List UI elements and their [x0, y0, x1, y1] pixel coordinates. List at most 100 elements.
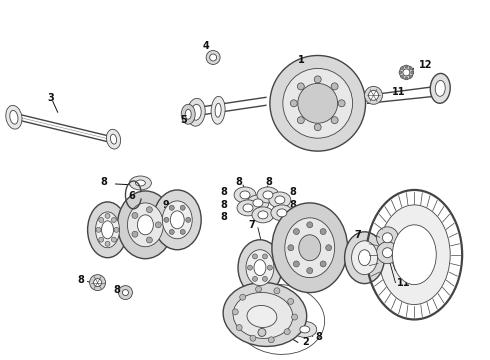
Text: 7: 7: [355, 230, 361, 240]
Ellipse shape: [162, 201, 192, 239]
Circle shape: [90, 275, 105, 291]
Circle shape: [320, 261, 326, 267]
Ellipse shape: [234, 187, 256, 203]
Text: 6: 6: [128, 191, 135, 201]
Text: 11: 11: [397, 278, 411, 288]
Text: 1: 1: [298, 55, 305, 66]
Circle shape: [297, 117, 304, 124]
Ellipse shape: [359, 250, 370, 266]
Circle shape: [206, 50, 220, 64]
Circle shape: [180, 205, 185, 210]
Circle shape: [326, 245, 332, 251]
Ellipse shape: [171, 211, 184, 229]
Text: 8: 8: [220, 187, 227, 197]
Ellipse shape: [383, 233, 392, 243]
Circle shape: [320, 229, 326, 234]
Text: 8: 8: [265, 177, 272, 187]
Ellipse shape: [285, 218, 335, 278]
Ellipse shape: [293, 321, 317, 337]
Circle shape: [105, 241, 110, 246]
Ellipse shape: [269, 192, 291, 208]
Ellipse shape: [253, 199, 263, 207]
Circle shape: [132, 212, 138, 219]
Circle shape: [268, 265, 272, 270]
Circle shape: [399, 71, 402, 74]
Circle shape: [401, 67, 404, 70]
Circle shape: [274, 288, 280, 294]
Text: 11: 11: [397, 267, 411, 276]
Circle shape: [147, 237, 152, 243]
Circle shape: [132, 231, 138, 237]
Circle shape: [263, 254, 268, 259]
Circle shape: [297, 83, 304, 90]
Ellipse shape: [243, 204, 253, 212]
Text: 8: 8: [235, 177, 242, 187]
Ellipse shape: [271, 205, 293, 221]
Ellipse shape: [430, 73, 450, 103]
Circle shape: [307, 222, 313, 228]
Ellipse shape: [352, 241, 377, 275]
Ellipse shape: [187, 98, 205, 126]
Circle shape: [105, 213, 110, 219]
Ellipse shape: [277, 209, 287, 217]
Text: 12: 12: [419, 60, 433, 71]
Circle shape: [403, 69, 410, 76]
Ellipse shape: [263, 191, 273, 199]
Circle shape: [314, 76, 321, 83]
Text: 5: 5: [180, 115, 187, 125]
Circle shape: [98, 237, 104, 242]
Circle shape: [122, 289, 128, 296]
Text: 8: 8: [316, 332, 322, 342]
Ellipse shape: [246, 250, 274, 285]
Ellipse shape: [383, 248, 392, 258]
Circle shape: [186, 217, 191, 222]
Text: 7: 7: [248, 220, 255, 230]
Circle shape: [252, 276, 257, 282]
Ellipse shape: [135, 180, 146, 186]
Ellipse shape: [257, 187, 279, 203]
Text: 2: 2: [302, 337, 309, 347]
Ellipse shape: [237, 200, 259, 216]
Ellipse shape: [368, 90, 378, 100]
Ellipse shape: [238, 240, 282, 296]
Ellipse shape: [223, 283, 307, 346]
Circle shape: [288, 245, 294, 251]
Circle shape: [111, 237, 116, 242]
Circle shape: [98, 217, 104, 222]
Ellipse shape: [254, 260, 266, 276]
Circle shape: [111, 217, 116, 222]
Circle shape: [314, 124, 321, 131]
Circle shape: [258, 328, 266, 336]
Text: 11: 11: [392, 87, 406, 97]
Text: 8: 8: [290, 187, 297, 197]
Circle shape: [294, 261, 299, 267]
Ellipse shape: [275, 196, 285, 204]
Ellipse shape: [88, 202, 127, 258]
Circle shape: [210, 54, 217, 61]
Circle shape: [307, 268, 313, 274]
Circle shape: [405, 65, 408, 68]
Text: 8: 8: [220, 212, 227, 222]
Ellipse shape: [344, 232, 385, 284]
Text: 3: 3: [48, 93, 54, 103]
Ellipse shape: [240, 191, 250, 199]
Text: 8: 8: [220, 200, 227, 210]
Circle shape: [119, 285, 132, 300]
Text: 8: 8: [100, 177, 107, 187]
Circle shape: [252, 254, 257, 259]
Circle shape: [96, 227, 101, 232]
Ellipse shape: [300, 326, 310, 333]
Text: 9: 9: [162, 200, 169, 210]
Text: 8: 8: [114, 284, 121, 294]
Ellipse shape: [299, 235, 321, 261]
Ellipse shape: [233, 293, 293, 338]
Text: 6: 6: [265, 305, 271, 315]
Circle shape: [256, 286, 262, 292]
Circle shape: [240, 294, 245, 300]
Text: 10: 10: [392, 245, 406, 255]
Ellipse shape: [392, 225, 436, 285]
Circle shape: [114, 227, 119, 232]
Circle shape: [94, 279, 101, 287]
Circle shape: [155, 222, 161, 228]
Circle shape: [290, 100, 297, 107]
